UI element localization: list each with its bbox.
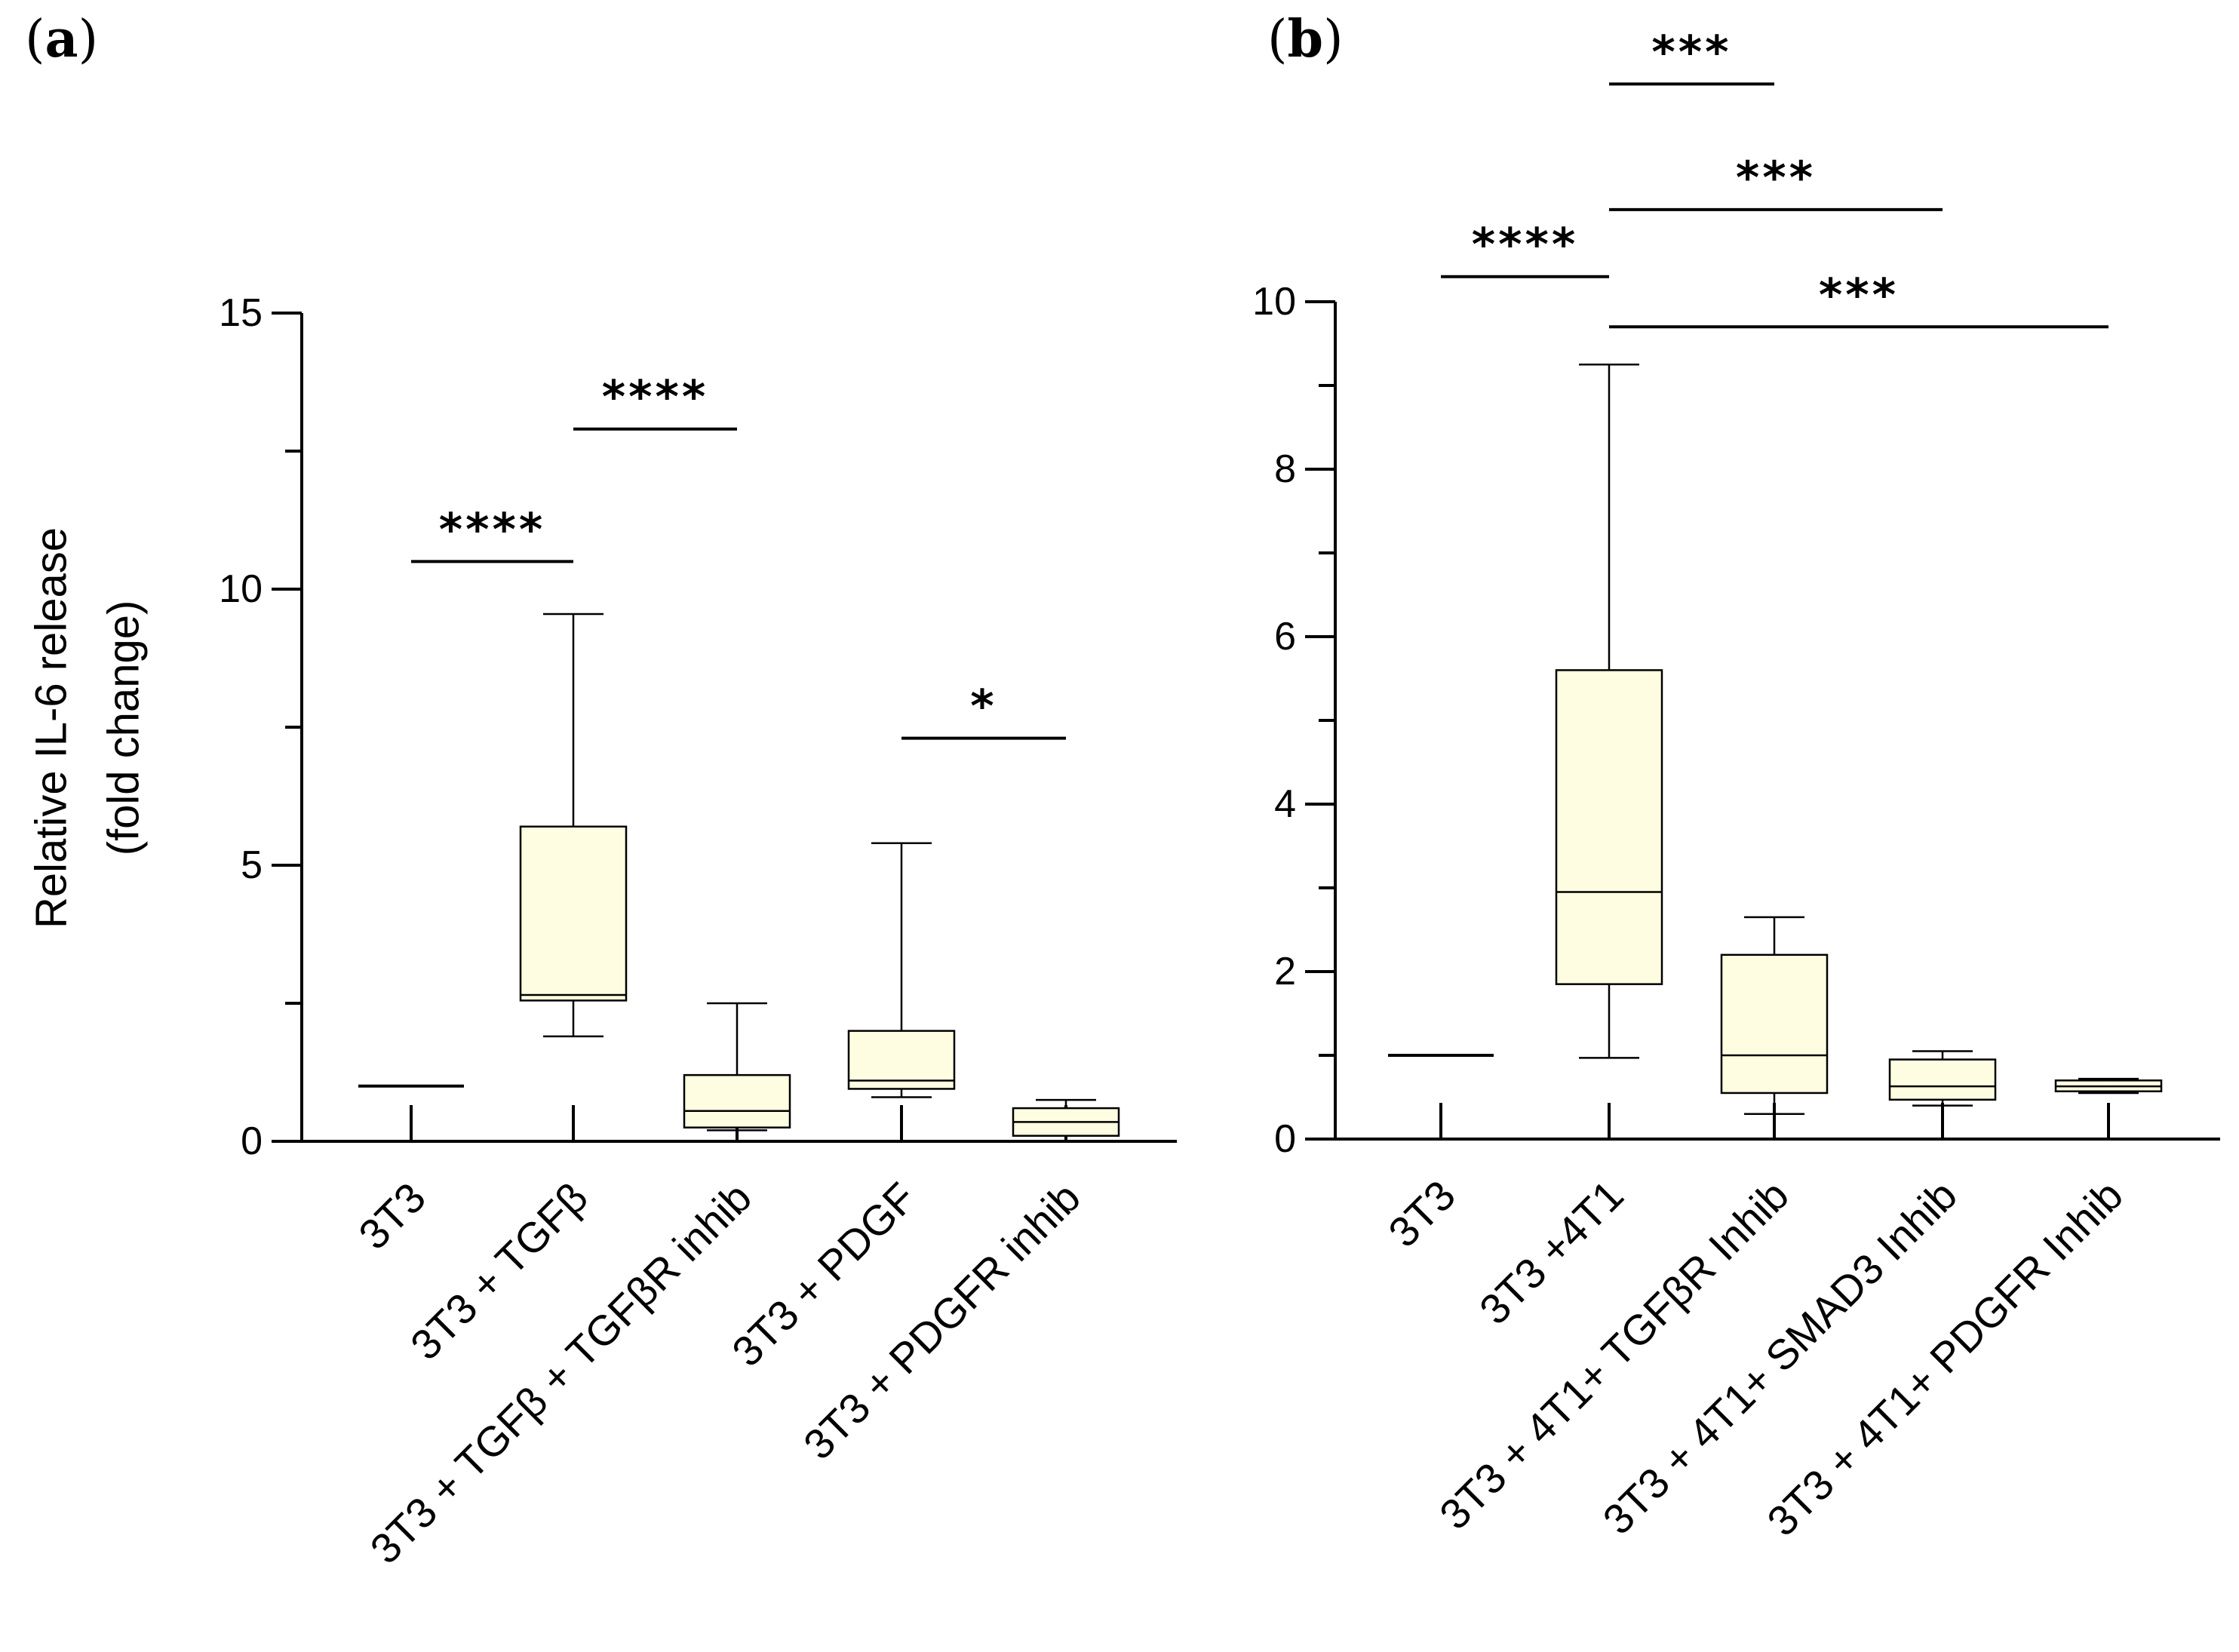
y-tick-label: 10 — [1252, 280, 1296, 324]
box-rect — [1555, 669, 1663, 985]
significance-label: * — [970, 680, 997, 733]
significance-label: **** — [439, 503, 546, 556]
panel-label: (b) — [1267, 9, 1344, 69]
box-2 — [1720, 916, 1829, 1115]
box-rect — [847, 1030, 956, 1090]
box-1 — [519, 613, 628, 1038]
x-category-label: 3T3 +4T1 — [1470, 1171, 1632, 1333]
box-2 — [683, 1002, 791, 1132]
y-tick-label: 2 — [1274, 950, 1296, 993]
x-category-label: 3T3 — [349, 1173, 435, 1258]
box-rect — [1888, 1058, 1997, 1101]
y-axis-title-line2: (fold change) — [99, 600, 148, 856]
x-category-label: 3T3 + 4T1+ PDGFR Inhib — [1758, 1171, 2132, 1545]
box-4 — [1012, 1098, 1120, 1143]
y-tick-label: 5 — [241, 843, 263, 887]
significance-label: *** — [1651, 26, 1731, 78]
y-tick-label: 6 — [1274, 615, 1296, 659]
box-3 — [1888, 1050, 1997, 1107]
panel-label: (a) — [25, 9, 98, 69]
y-tick-label: 0 — [1274, 1117, 1296, 1161]
significance-label: **** — [1472, 219, 1579, 272]
significance-label: *** — [1819, 269, 1899, 321]
box-4 — [2054, 1077, 2163, 1095]
box-1 — [1555, 364, 1663, 1059]
chart-panel-a: (a) Relative IL-6 release (fold change) 0 5 1… — [25, 9, 1177, 1573]
box-rect — [1720, 953, 1829, 1095]
x-category-label: 3T3 + 4T1+ TGFβR Inhib — [1430, 1171, 1798, 1538]
y-tick-label: 0 — [241, 1119, 263, 1163]
x-category-label: 3T3 — [1379, 1171, 1464, 1256]
box-3 — [847, 842, 956, 1098]
y-tick-label: 10 — [219, 567, 263, 611]
y-tick-label: 8 — [1274, 447, 1296, 491]
y-tick-label: 4 — [1274, 782, 1296, 826]
x-category-label: 3T3 + 4T1+ SMAD3 Inhib — [1593, 1171, 1966, 1543]
y-tick-label: 15 — [219, 291, 263, 335]
box-rect — [519, 825, 628, 1002]
box-rect — [683, 1073, 791, 1128]
significance-label: *** — [1736, 152, 1816, 204]
x-category-label: 3T3 + PDGFR inhib — [794, 1173, 1089, 1468]
y-axis-title: Relative IL-6 release — [26, 527, 75, 929]
significance-label: **** — [602, 371, 709, 424]
